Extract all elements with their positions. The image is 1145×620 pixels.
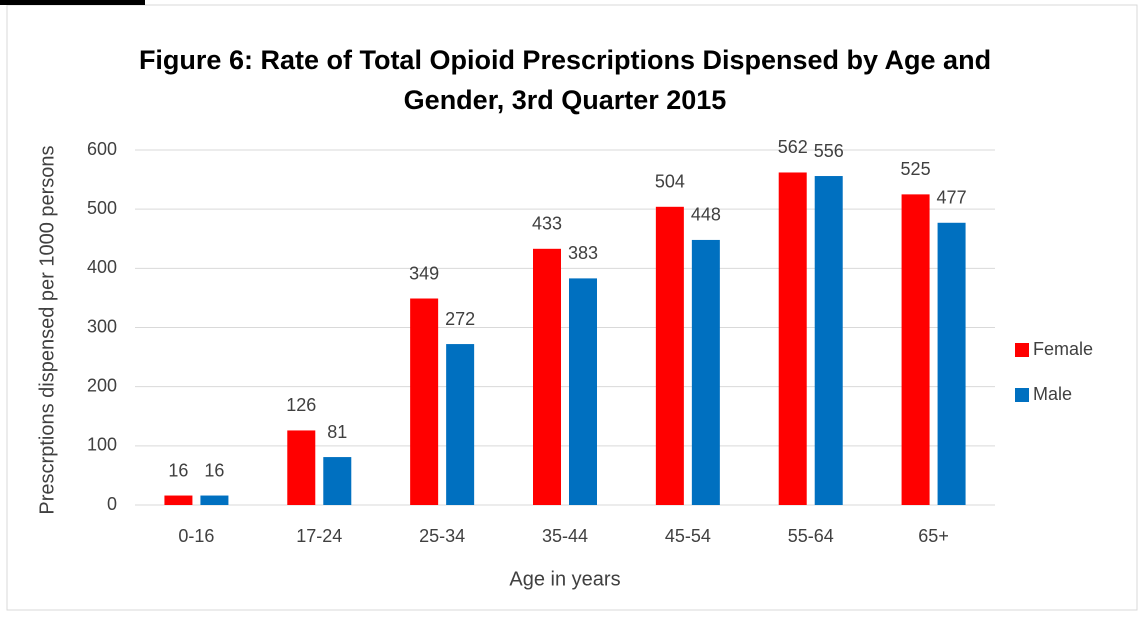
x-tick-label: 65+ <box>918 526 949 546</box>
x-tick-label: 55-64 <box>788 526 834 546</box>
y-axis-label: Prescrptions dispensed per 1000 persons <box>36 145 58 514</box>
value-label: 81 <box>327 422 347 442</box>
value-label: 16 <box>168 460 188 480</box>
y-tick-label: 300 <box>87 316 117 336</box>
bar <box>287 430 316 505</box>
x-axis-label: Age in years <box>509 568 620 590</box>
value-label: 433 <box>532 214 562 234</box>
legend-label: Male <box>1033 384 1072 404</box>
value-label: 349 <box>409 263 439 283</box>
y-tick-label: 600 <box>87 139 117 159</box>
legend-label: Female <box>1033 339 1093 359</box>
value-label: 556 <box>814 141 844 161</box>
legend-swatch <box>1015 343 1029 357</box>
y-tick-label: 500 <box>87 198 117 218</box>
value-label: 504 <box>655 172 685 192</box>
bar <box>655 206 684 506</box>
value-label: 477 <box>937 188 967 208</box>
bar <box>323 457 352 505</box>
bar <box>691 239 720 505</box>
value-label: 16 <box>204 460 224 480</box>
bar <box>569 278 597 505</box>
value-label: 126 <box>286 395 316 415</box>
value-label: 383 <box>568 243 598 263</box>
y-tick-label: 400 <box>87 257 117 277</box>
y-tick-label: 200 <box>87 375 117 395</box>
bar <box>200 495 229 505</box>
x-tick-label: 45-54 <box>665 526 711 546</box>
bar <box>901 194 930 505</box>
value-label: 525 <box>901 159 931 179</box>
bar <box>164 495 193 505</box>
bar <box>410 298 439 505</box>
bar <box>814 176 843 506</box>
bar <box>937 222 966 505</box>
frame-bar <box>0 0 145 5</box>
value-label: 562 <box>778 137 808 157</box>
value-label: 448 <box>691 205 721 225</box>
y-tick-label: 100 <box>87 435 117 455</box>
value-label: 272 <box>445 309 475 329</box>
bar <box>446 344 475 505</box>
chart-title: Figure 6: Rate of Total Opioid Prescript… <box>138 45 992 115</box>
chart-border <box>6 4 1138 611</box>
y-tick-label: 0 <box>107 494 117 514</box>
bar <box>778 172 807 505</box>
bar <box>533 248 561 505</box>
x-tick-label: 25-34 <box>419 526 465 546</box>
x-tick-label: 0-16 <box>178 526 214 546</box>
x-tick-label: 35-44 <box>542 526 588 546</box>
x-tick-label: 17-24 <box>296 526 342 546</box>
legend-swatch <box>1015 388 1029 402</box>
